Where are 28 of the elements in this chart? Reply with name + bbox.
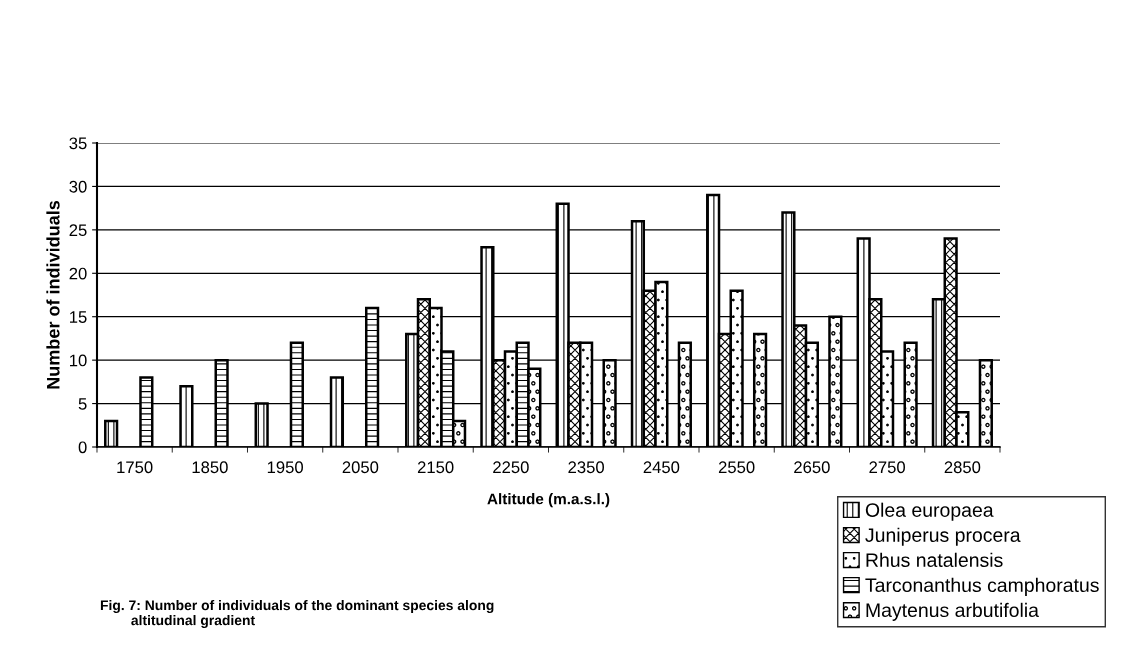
x-tick-label: 2250 [493,461,529,474]
y-tick-label: 15 [70,311,87,323]
x-tick-label: 1750 [117,461,153,474]
x-tick-label: 2750 [869,461,906,474]
x-tick-label: 2650 [794,461,830,474]
x-tick-label: 2350 [568,461,605,474]
legend-label: Juniperus procera [865,527,1021,546]
x-tick-label: 2150 [417,461,454,474]
legend-label: Olea europaea [865,502,994,521]
y-tick-label: 25 [69,224,87,237]
x-axis-title: Altitude (m.a.s.l.) [487,493,610,508]
legend-label: Rhus natalensis [866,552,1003,568]
x-tick-label: 1850 [192,461,228,474]
x-tick-label: 2550 [718,461,755,474]
y-tick-label: 35 [69,137,87,150]
y-tick-label: 5 [78,398,87,410]
y-tick-label: 30 [69,180,87,193]
y-tick-label: 10 [70,354,87,367]
x-tick-label: 2850 [944,461,981,474]
x-tick-label: 2050 [342,461,379,474]
legend-label: Maytenus arbutifolia [866,602,1039,621]
x-tick-label: 2450 [643,461,680,474]
caption: Fig. 7: Number of individuals of the dominant species along altitudinal gradient [100,600,494,629]
legend-label: Tarconanthus camphoratus [865,577,1099,596]
y-axis-title: Number of individuals [46,200,60,389]
y-tick-label: 20 [69,267,87,280]
x-tick-label: 1950 [267,461,304,474]
y-tick-label: 0 [78,441,87,454]
